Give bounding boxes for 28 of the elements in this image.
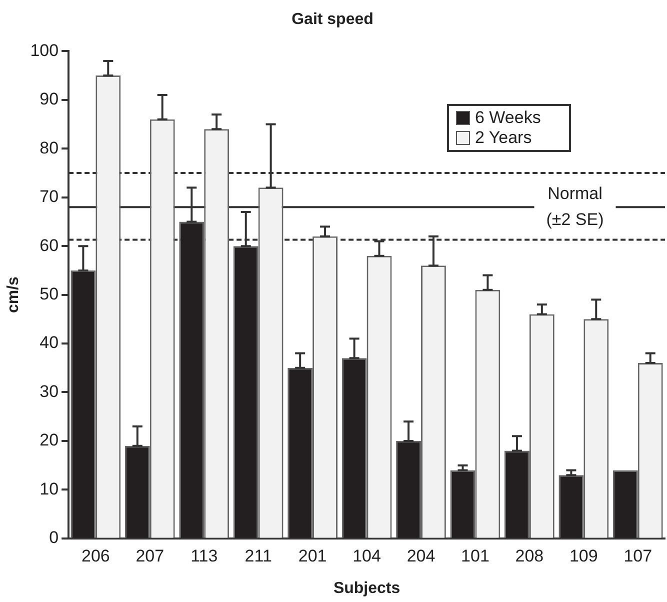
y-tick-label: 0 (49, 528, 59, 548)
x-tick-label: 109 (569, 546, 598, 566)
y-tick-label: 40 (40, 333, 59, 352)
y-tick-label: 30 (40, 382, 59, 401)
x-tick-label: 113 (190, 546, 218, 566)
ref-line-label: Normal (±2 SE) (546, 184, 604, 229)
y-tick-label: 70 (40, 187, 59, 206)
x-tick-label: 211 (244, 546, 272, 566)
y-tick-label: 60 (40, 236, 59, 255)
y-tick-label: 50 (40, 284, 59, 304)
y-tick-label: 90 (40, 90, 59, 109)
x-tick-label: 208 (515, 546, 544, 566)
y-tick-label: 20 (40, 430, 59, 450)
y-tick-label: 10 (40, 479, 59, 498)
x-tick-label: 206 (81, 546, 110, 566)
x-tick-label: 207 (136, 546, 164, 566)
y-axis-title: cm/s (5, 276, 22, 314)
x-tick-label: 201 (298, 546, 327, 566)
x-tick-label: 107 (624, 546, 652, 566)
x-tick-label: 104 (352, 546, 381, 566)
x-tick-label: 101 (461, 546, 490, 566)
chart-title: Gait speed (292, 11, 374, 28)
y-tick-label: 100 (30, 40, 59, 60)
y-tick-label: 80 (40, 138, 59, 158)
x-tick-label: 204 (406, 546, 436, 566)
legend-label: 6 Weeks (475, 108, 541, 128)
x-axis-title: Subjects (333, 580, 400, 597)
legend-label: 2 Years (475, 128, 532, 148)
